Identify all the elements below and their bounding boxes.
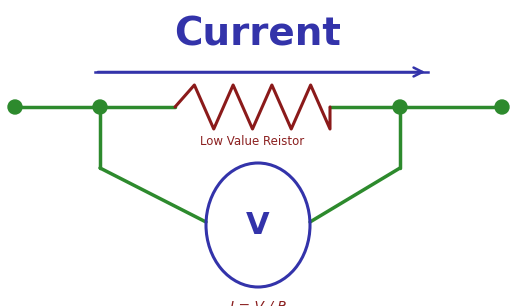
Text: Low Value Reistor: Low Value Reistor [201,135,305,148]
Circle shape [393,100,407,114]
Text: Current: Current [175,15,341,53]
Circle shape [495,100,509,114]
Text: I = V / R: I = V / R [230,299,286,306]
Circle shape [8,100,22,114]
Text: V: V [246,211,270,240]
Circle shape [93,100,107,114]
